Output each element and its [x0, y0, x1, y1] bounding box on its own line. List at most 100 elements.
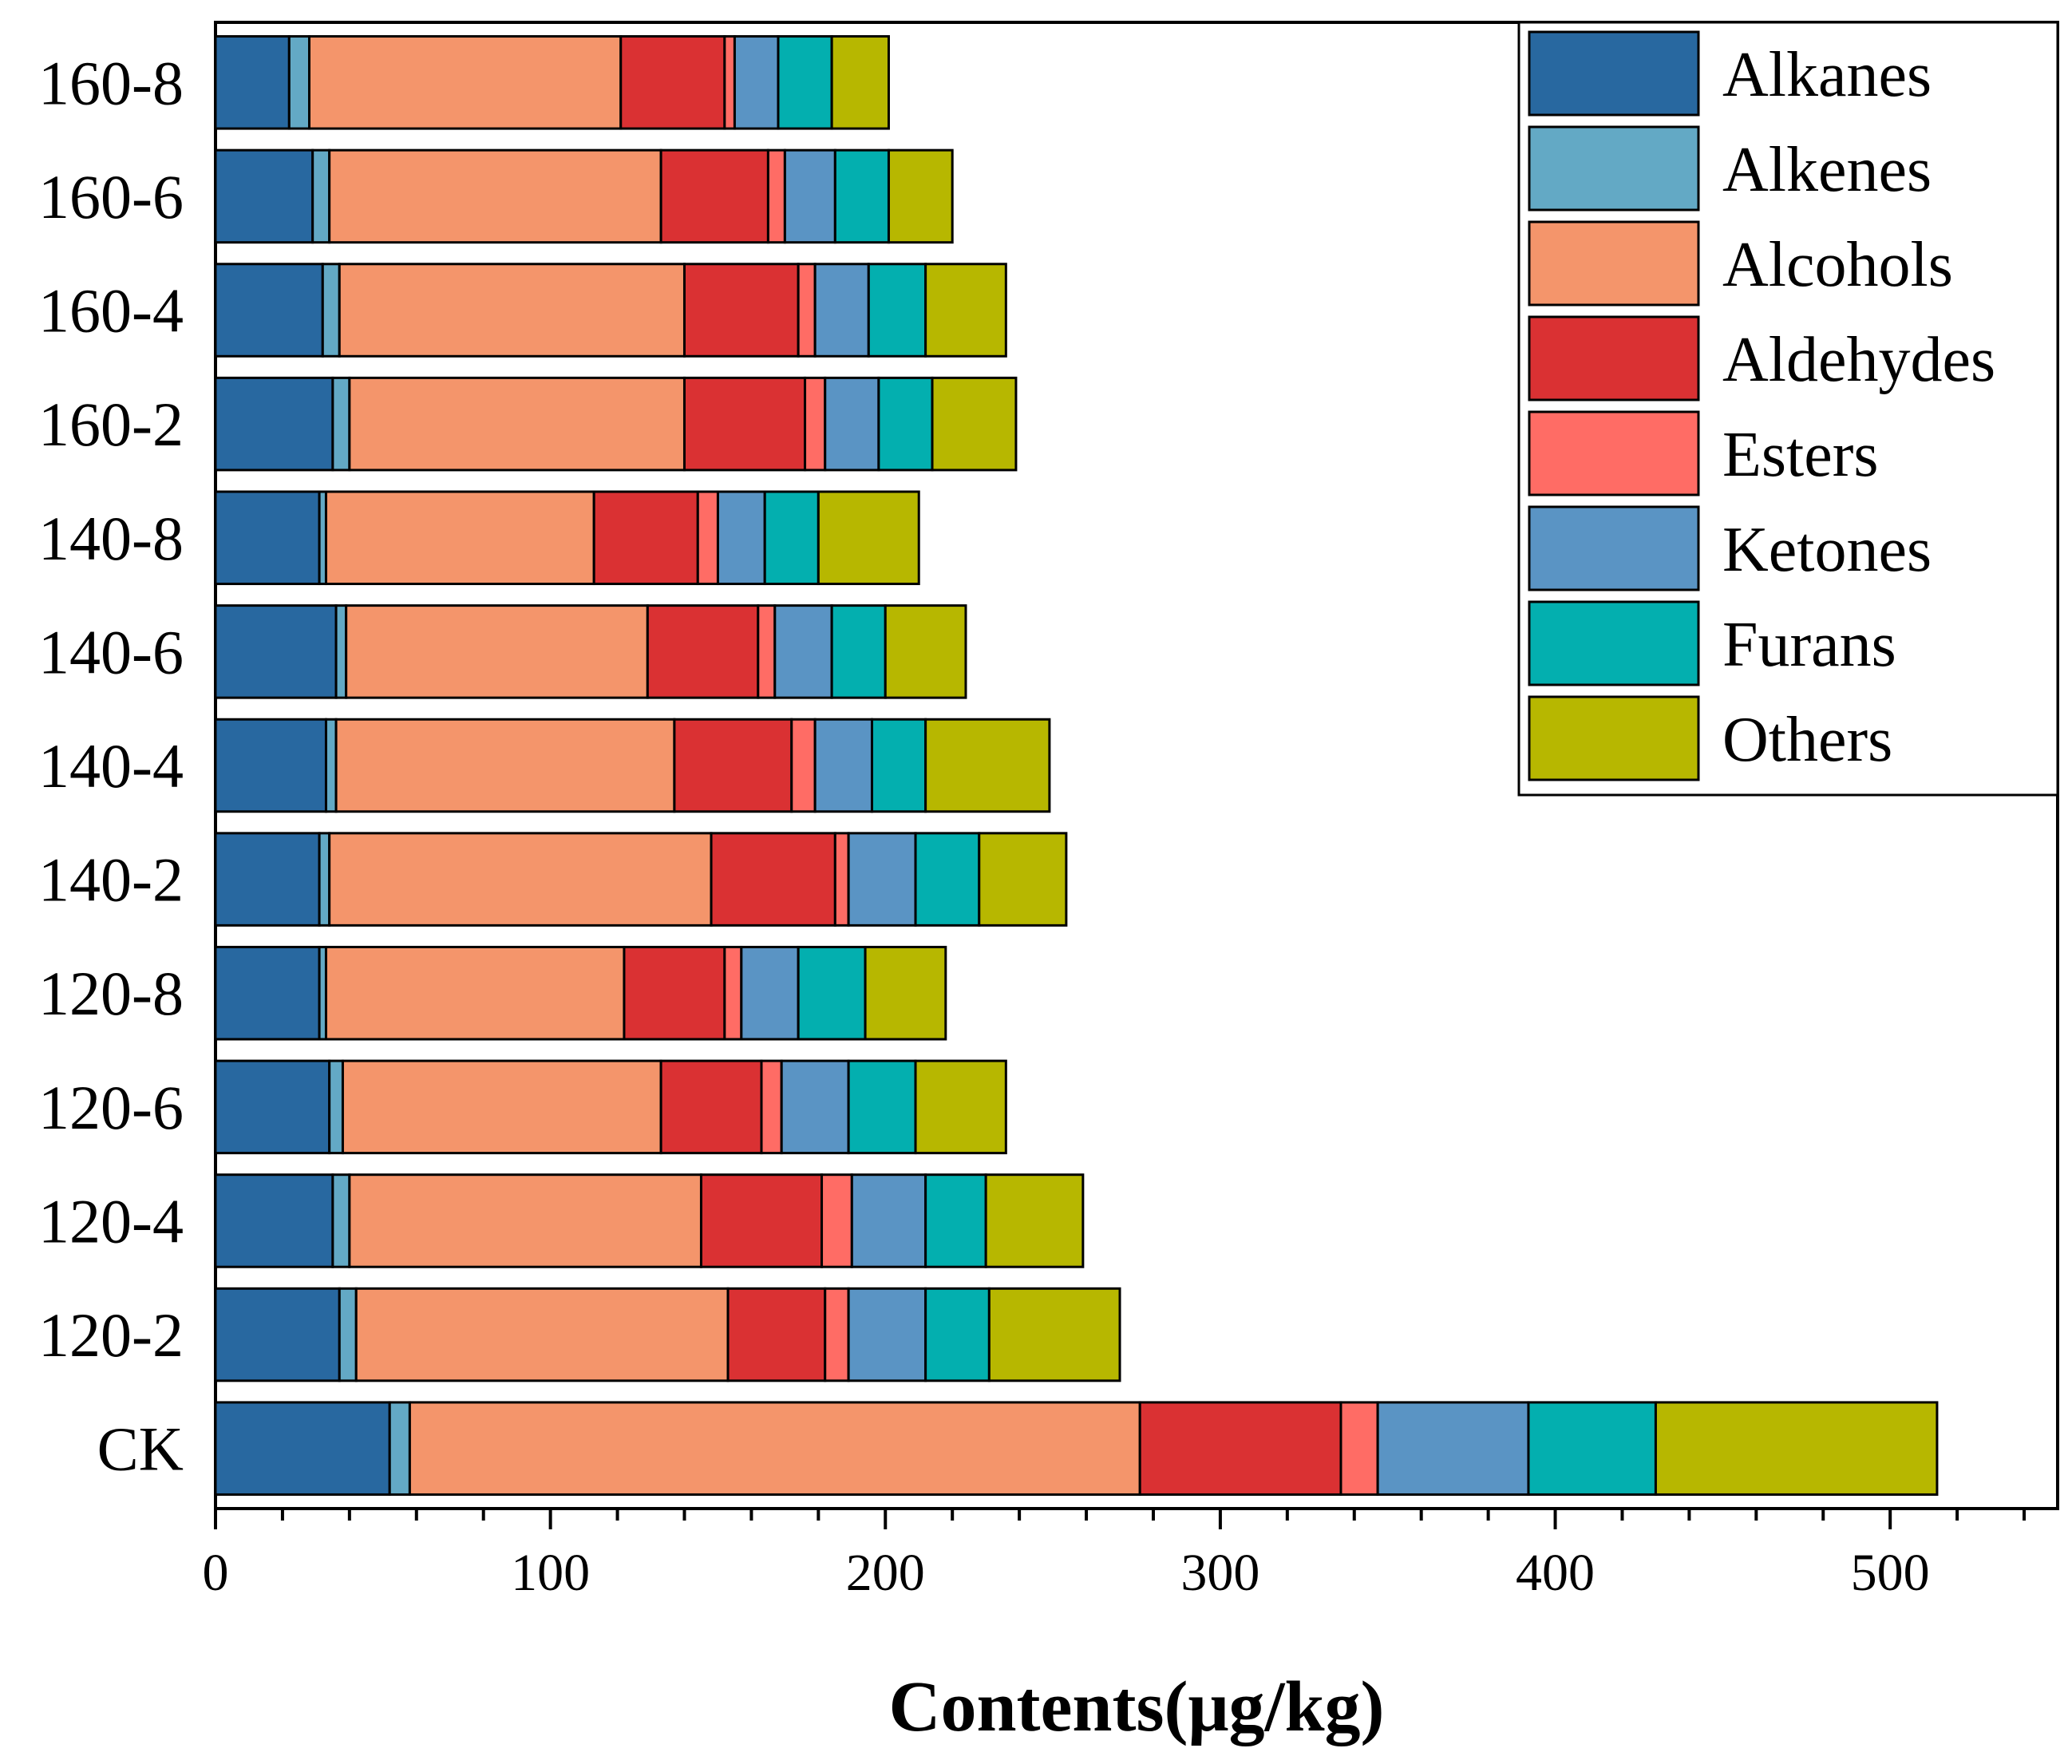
bar-160-8-aldehydes: [619, 35, 726, 130]
bar-ck-others: [1654, 1401, 1939, 1496]
bar-140-8-aldehydes: [592, 490, 699, 586]
category-label: 160-8: [38, 48, 184, 117]
category-labels: 160-8 160-6 160-4 160-2 140-8 140-6 140-4 140-2…: [38, 48, 184, 1483]
bar-120-8-others: [864, 945, 947, 1041]
bar-140-2-alkanes: [214, 832, 321, 927]
bar-160-6-alkanes: [214, 148, 314, 244]
bar-140-8-furans: [763, 490, 820, 586]
bar-120-8-alkanes: [214, 945, 321, 1041]
x-tick-label: 500: [1851, 1544, 1930, 1602]
x-tick-label: 0: [203, 1544, 229, 1602]
bar-160-4-alcohols: [338, 263, 686, 358]
bar-140-6-aldehydes: [646, 604, 760, 699]
bar-140-2-others: [978, 832, 1068, 927]
bar-160-2-aldehydes: [682, 376, 807, 472]
bar-120-6-ketones: [780, 1059, 850, 1155]
bar-120-6-alkanes: [214, 1059, 331, 1155]
bar-160-4-others: [924, 263, 1007, 358]
legend: Alkanes Alkenes Alcohols Aldehydes Esters Ket…: [1517, 21, 2059, 797]
category-label: 160-4: [38, 276, 184, 346]
bar-ck-alcohols: [408, 1401, 1141, 1496]
bar-140-4-esters: [790, 718, 817, 813]
bar-140-2-aldehydes: [710, 832, 836, 927]
legend-swatch-furans: [1528, 600, 1700, 686]
x-axis-ticks: 0 100 200 300 400 500: [203, 1509, 2027, 1602]
bar-120-8-aldehydes: [623, 945, 726, 1041]
legend-label-alkanes: Alkanes: [1722, 40, 1932, 110]
legend-label-ketones: Ketones: [1722, 515, 1932, 585]
legend-label-alkenes: Alkenes: [1722, 135, 1932, 205]
legend-label-alcohols: Alcohols: [1722, 230, 1953, 300]
bar-120-4-others: [984, 1173, 1085, 1268]
bar-140-4-ketones: [813, 718, 873, 813]
category-label: 120-6: [38, 1073, 184, 1142]
bar-160-2-alkenes: [331, 376, 351, 472]
bar-160-6-others: [887, 148, 954, 244]
category-label: 140-4: [38, 731, 184, 801]
category-label: 120-8: [38, 959, 184, 1028]
bar-160-2-esters: [804, 376, 827, 472]
bar-120-6-others: [914, 1059, 1007, 1155]
bar-160-2-others: [931, 376, 1018, 472]
bar-120-4-esters: [820, 1173, 853, 1268]
legend-label-furans: Furans: [1722, 610, 1896, 680]
bar-140-4-alkanes: [214, 718, 327, 813]
bar-140-8-others: [817, 490, 920, 586]
bar-120-6-aldehydes: [659, 1059, 763, 1155]
legend-label-esters: Esters: [1722, 420, 1879, 490]
bar-140-8-alcohols: [324, 490, 595, 586]
bar-160-6-ketones: [783, 148, 836, 244]
bar-120-6-alcohols: [341, 1059, 662, 1155]
bar-140-6-esters: [757, 604, 777, 699]
bar-160-6-aldehydes: [659, 148, 769, 244]
bar-140-8-esters: [696, 490, 719, 586]
bar-160-6-esters: [766, 148, 786, 244]
x-tick-label: 200: [846, 1544, 925, 1602]
bar-120-4-alcohols: [348, 1173, 702, 1268]
bar-160-8-alkenes: [287, 35, 310, 130]
bar-160-6-alcohols: [328, 148, 662, 244]
x-axis-title: Contents(μg/kg): [888, 1667, 1384, 1746]
bar-160-2-ketones: [824, 376, 880, 472]
category-label: 140-8: [38, 504, 184, 573]
bar-160-8-esters: [723, 35, 736, 130]
bar-120-2-alkenes: [338, 1287, 358, 1382]
bar-120-8-ketones: [740, 945, 800, 1041]
bar-160-2-alcohols: [348, 376, 686, 472]
bar-140-2-ketones: [847, 832, 917, 927]
bar-120-8-alcohols: [324, 945, 626, 1041]
legend-swatch-others: [1528, 695, 1700, 781]
bar-160-4-ketones: [813, 263, 870, 358]
category-label: 160-6: [38, 162, 184, 231]
x-tick-label: 100: [511, 1544, 590, 1602]
bar-120-2-esters: [824, 1287, 850, 1382]
bar-120-8-esters: [723, 945, 743, 1041]
bar-140-2-furans: [914, 832, 981, 927]
bar-140-4-alkenes: [324, 718, 338, 813]
bar-140-2-alkenes: [318, 832, 331, 927]
legend-swatch-alkenes: [1528, 125, 1700, 212]
bar-140-8-ketones: [716, 490, 766, 586]
bar-160-8-furans: [777, 35, 833, 130]
bar-120-2-alkanes: [214, 1287, 341, 1382]
legend-swatch-alcohols: [1528, 220, 1700, 307]
category-label: 140-2: [38, 845, 184, 915]
bar-120-2-others: [987, 1287, 1121, 1382]
bar-120-8-furans: [797, 945, 867, 1041]
category-label: 140-6: [38, 617, 184, 686]
bar-160-2-furans: [877, 376, 934, 472]
bar-160-4-aldehydes: [682, 263, 800, 358]
bar-140-4-others: [924, 718, 1051, 813]
legend-label-others: Others: [1722, 705, 1892, 775]
bar-160-4-esters: [797, 263, 817, 358]
bar-160-8-alkanes: [214, 35, 291, 130]
bar-120-4-furans: [924, 1173, 987, 1268]
x-tick-label: 300: [1180, 1544, 1259, 1602]
bar-140-2-esters: [833, 832, 850, 927]
bar-140-6-alkenes: [334, 604, 348, 699]
bar-160-8-alcohols: [307, 35, 623, 130]
bar-120-4-alkanes: [214, 1173, 334, 1268]
bar-140-6-furans: [830, 604, 887, 699]
bar-160-4-furans: [867, 263, 927, 358]
